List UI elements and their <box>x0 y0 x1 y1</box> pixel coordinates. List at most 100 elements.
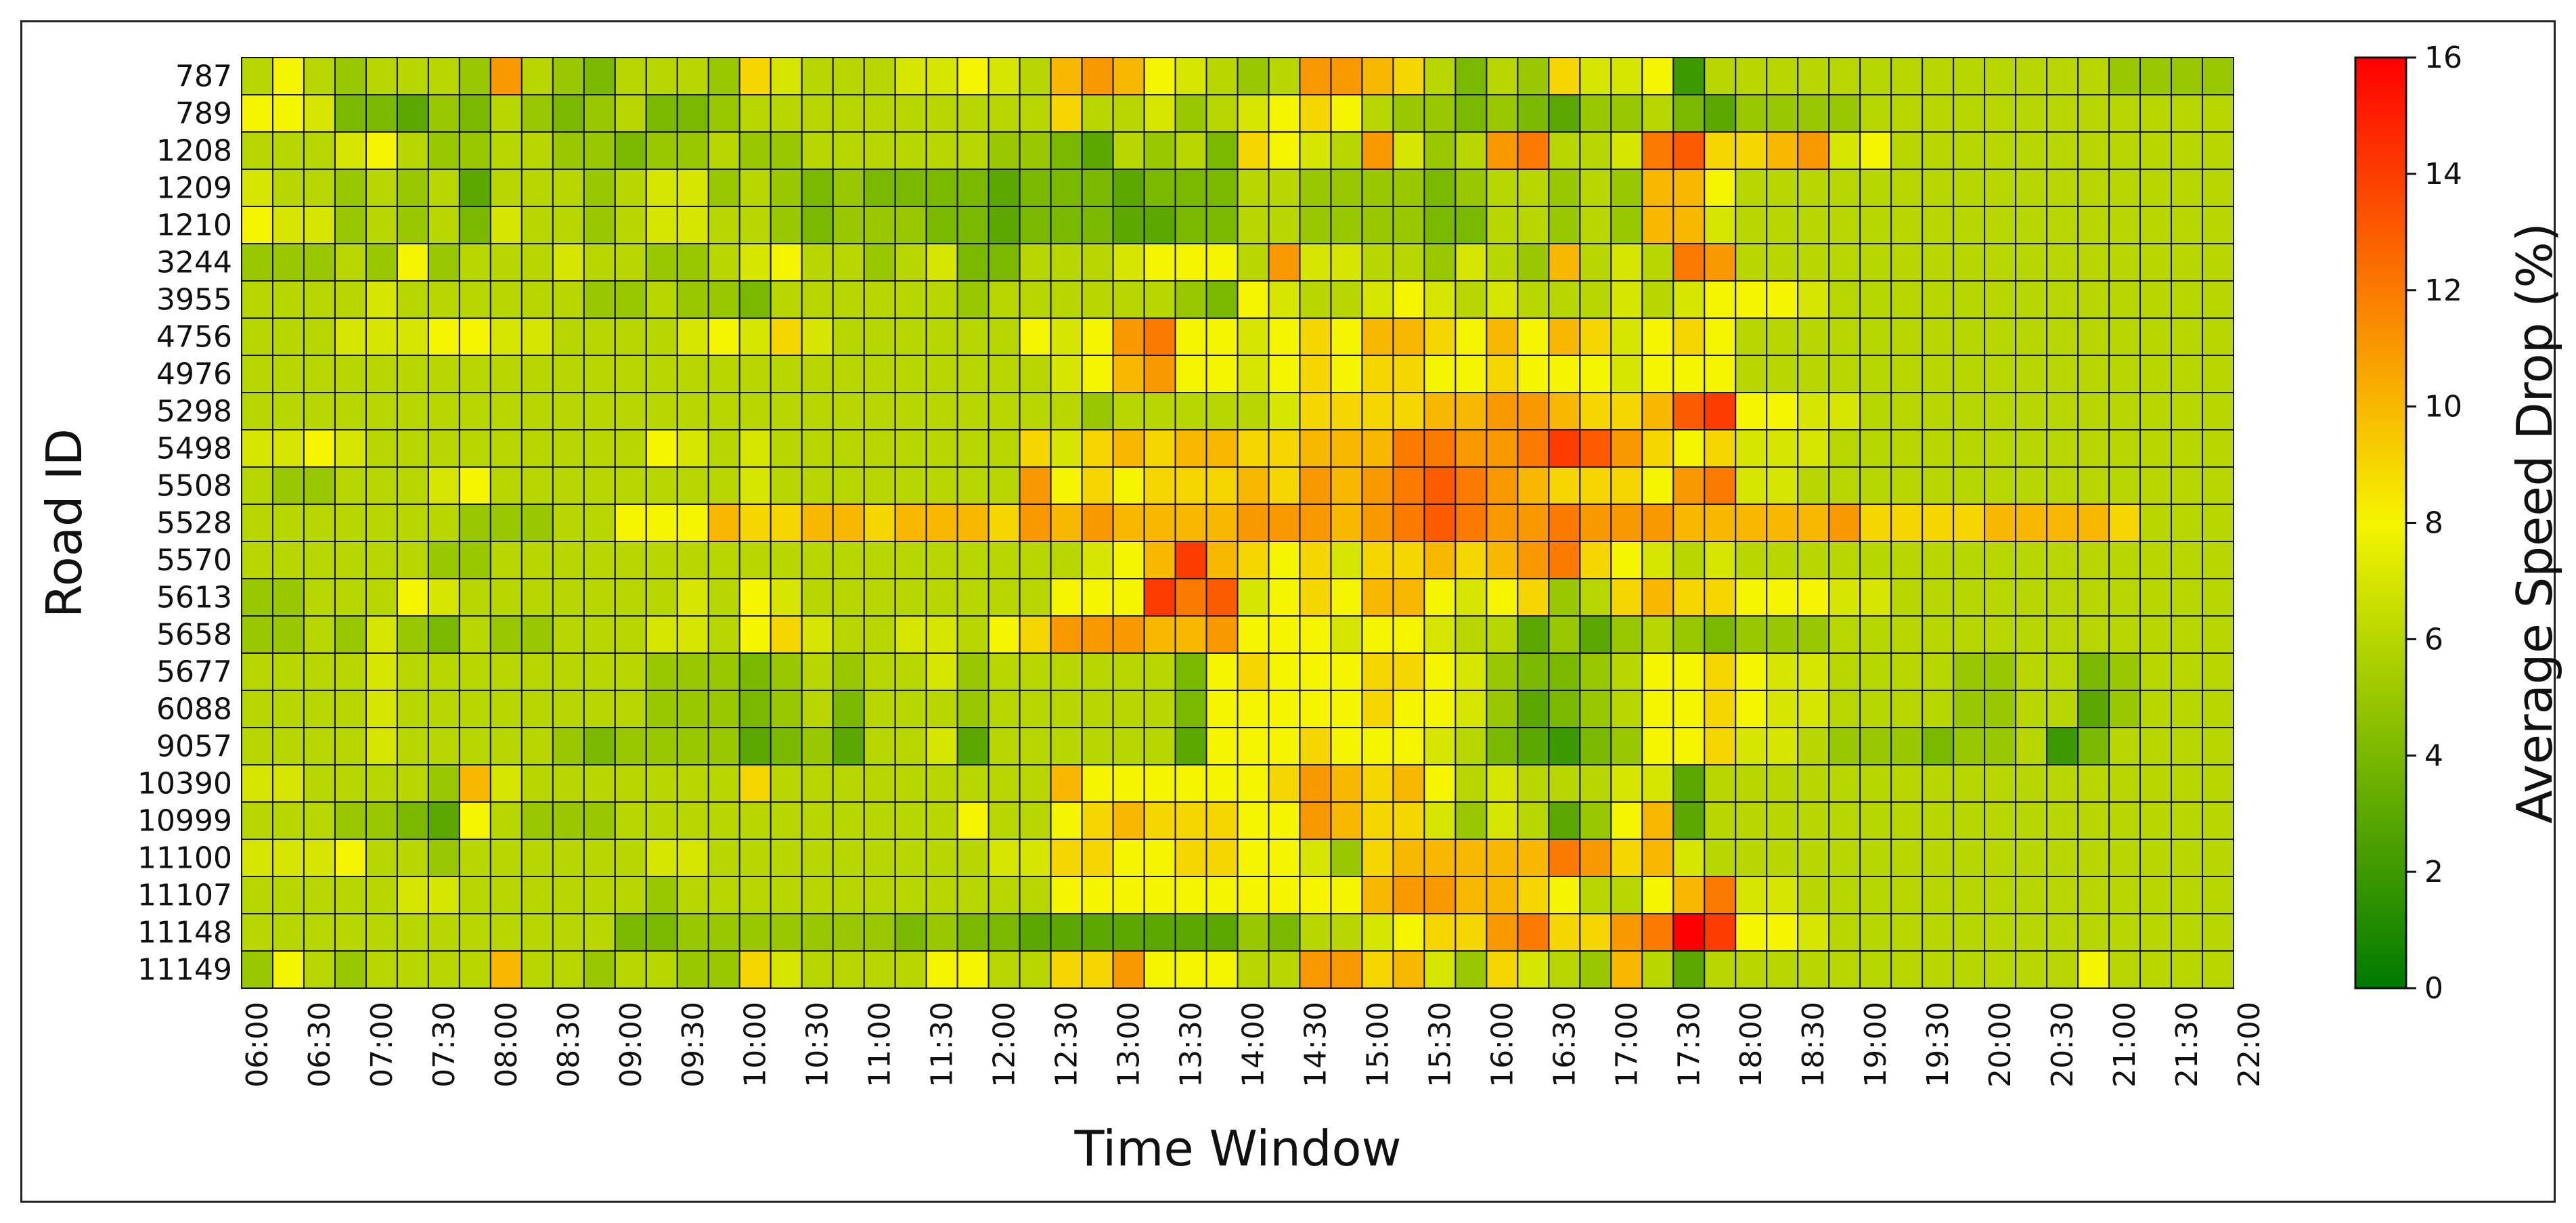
heatmap-cell <box>1361 131 1394 170</box>
heatmap-cell <box>1019 429 1052 468</box>
heatmap-cell <box>956 541 990 579</box>
heatmap-cell <box>1579 690 1612 728</box>
heatmap-cell <box>334 94 367 133</box>
heatmap-cell <box>1704 950 1737 989</box>
heatmap-cell <box>1517 690 1550 728</box>
heatmap-cell <box>2202 317 2234 356</box>
heatmap-cell <box>1237 541 1270 579</box>
heatmap-cell <box>2046 131 2079 170</box>
heatmap-cell <box>1766 876 1799 914</box>
heatmap-cell <box>1143 504 1176 542</box>
heatmap-cell <box>396 578 429 617</box>
heatmap-cell <box>1641 243 1674 282</box>
heatmap-cell <box>676 950 709 989</box>
heatmap-cell <box>1330 615 1363 654</box>
heatmap-cell <box>1423 913 1457 952</box>
heatmap-cell <box>1361 206 1394 244</box>
heatmap-cell <box>738 94 772 133</box>
heatmap-cell <box>1268 243 1301 282</box>
heatmap-cell <box>1454 504 1488 542</box>
heatmap-cell <box>396 913 429 952</box>
heatmap-cell <box>396 541 429 579</box>
heatmap-cell <box>1953 615 1986 654</box>
heatmap-cell <box>1050 652 1083 691</box>
heatmap-cell <box>614 317 647 356</box>
heatmap-cell <box>956 466 990 505</box>
heatmap-cell <box>1828 206 1861 244</box>
heatmap-cell <box>1454 169 1488 207</box>
heatmap-cell <box>1735 652 1768 691</box>
heatmap-cell <box>552 206 585 244</box>
y-tick-label: 5528 <box>156 506 232 541</box>
heatmap-cell <box>1859 429 1892 468</box>
heatmap-cell <box>2015 615 2048 654</box>
heatmap-cell <box>1859 504 1892 542</box>
heatmap-cell <box>1330 727 1363 765</box>
heatmap-cell <box>1548 876 1581 914</box>
heatmap-cell <box>583 429 616 468</box>
heatmap-cell <box>863 876 896 914</box>
heatmap-cell <box>645 466 678 505</box>
heatmap-cell <box>1174 94 1207 133</box>
heatmap-cell <box>1268 541 1301 579</box>
heatmap-cell <box>1984 690 2017 728</box>
heatmap-cell <box>1423 317 1457 356</box>
heatmap-cell <box>770 317 803 356</box>
heatmap-cell <box>1330 280 1363 319</box>
heatmap-cell <box>1143 652 1176 691</box>
heatmap-cell <box>676 801 709 840</box>
heatmap-cell <box>2077 280 2110 319</box>
heatmap-cell <box>1797 280 1830 319</box>
heatmap-cell <box>1859 615 1892 654</box>
heatmap-cell <box>1237 950 1270 989</box>
heatmap-cell <box>365 131 398 170</box>
heatmap-cell <box>1890 466 1924 505</box>
y-tick-label: 10390 <box>137 767 232 801</box>
heatmap-cell <box>801 727 834 765</box>
heatmap-cell <box>2139 355 2173 393</box>
heatmap-cell <box>303 131 336 170</box>
heatmap-cell <box>614 652 647 691</box>
heatmap-cell <box>1828 169 1861 207</box>
heatmap-cell <box>1828 429 1861 468</box>
heatmap-cell <box>956 876 990 914</box>
heatmap-cell <box>676 541 709 579</box>
heatmap-cell <box>1704 280 1737 319</box>
heatmap-cell <box>1610 578 1643 617</box>
heatmap-cell <box>271 690 305 728</box>
heatmap-cell <box>1299 690 1332 728</box>
heatmap-cell <box>1859 913 1892 952</box>
heatmap-cell <box>894 429 927 468</box>
heatmap-cell <box>2077 169 2110 207</box>
heatmap-cell <box>1548 280 1581 319</box>
heatmap-cell <box>863 94 896 133</box>
heatmap-cell <box>2202 727 2234 765</box>
heatmap-cell <box>1454 876 1488 914</box>
heatmap-cell <box>1143 839 1176 877</box>
heatmap-cell <box>427 206 460 244</box>
heatmap-cell <box>1361 764 1394 803</box>
heatmap-cell <box>1735 541 1768 579</box>
heatmap-cell <box>1205 950 1239 989</box>
heatmap-cell <box>396 131 429 170</box>
heatmap-cell <box>1890 839 1924 877</box>
heatmap-cell <box>1859 950 1892 989</box>
heatmap-cell <box>894 652 927 691</box>
heatmap-cell <box>2139 243 2173 282</box>
x-tick-label: 17:30 <box>1672 1002 1706 1088</box>
heatmap-cell <box>1641 801 1674 840</box>
heatmap-cell <box>1205 764 1239 803</box>
heatmap-cell <box>458 466 491 505</box>
heatmap-cell <box>1423 94 1457 133</box>
heatmap-cell <box>334 429 367 468</box>
heatmap-cell <box>1486 466 1519 505</box>
heatmap-cell <box>1890 727 1924 765</box>
heatmap-cell <box>1610 764 1643 803</box>
heatmap-cell <box>1548 950 1581 989</box>
heatmap-cell <box>925 615 958 654</box>
heatmap-cell <box>396 690 429 728</box>
heatmap-cell <box>1922 57 1955 95</box>
heatmap-cell <box>1361 94 1394 133</box>
heatmap-cell <box>1454 355 1488 393</box>
heatmap-cell <box>1890 206 1924 244</box>
